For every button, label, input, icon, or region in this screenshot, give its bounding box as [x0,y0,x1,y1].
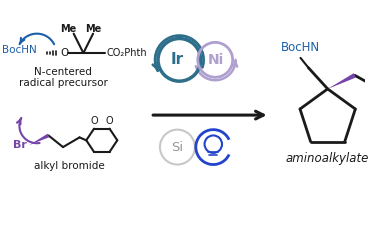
Text: N-centered: N-centered [34,67,92,77]
Text: O: O [60,48,68,58]
Text: CO₂Phth: CO₂Phth [107,48,147,58]
Text: alkyl bromide: alkyl bromide [35,161,105,172]
Polygon shape [29,134,49,145]
Text: O: O [90,116,98,126]
Text: Si: Si [171,141,183,154]
Text: Ni: Ni [208,53,224,67]
Text: radical precursor: radical precursor [18,78,108,88]
Text: Me: Me [60,24,76,34]
Polygon shape [327,73,356,89]
Text: BocHN: BocHN [2,45,37,55]
Text: Ir: Ir [171,52,184,67]
Text: Me: Me [85,24,101,34]
Text: BocHN: BocHN [281,41,320,54]
Text: aminoalkylate: aminoalkylate [286,152,369,165]
Text: Br: Br [13,140,27,150]
Text: O: O [106,116,113,126]
